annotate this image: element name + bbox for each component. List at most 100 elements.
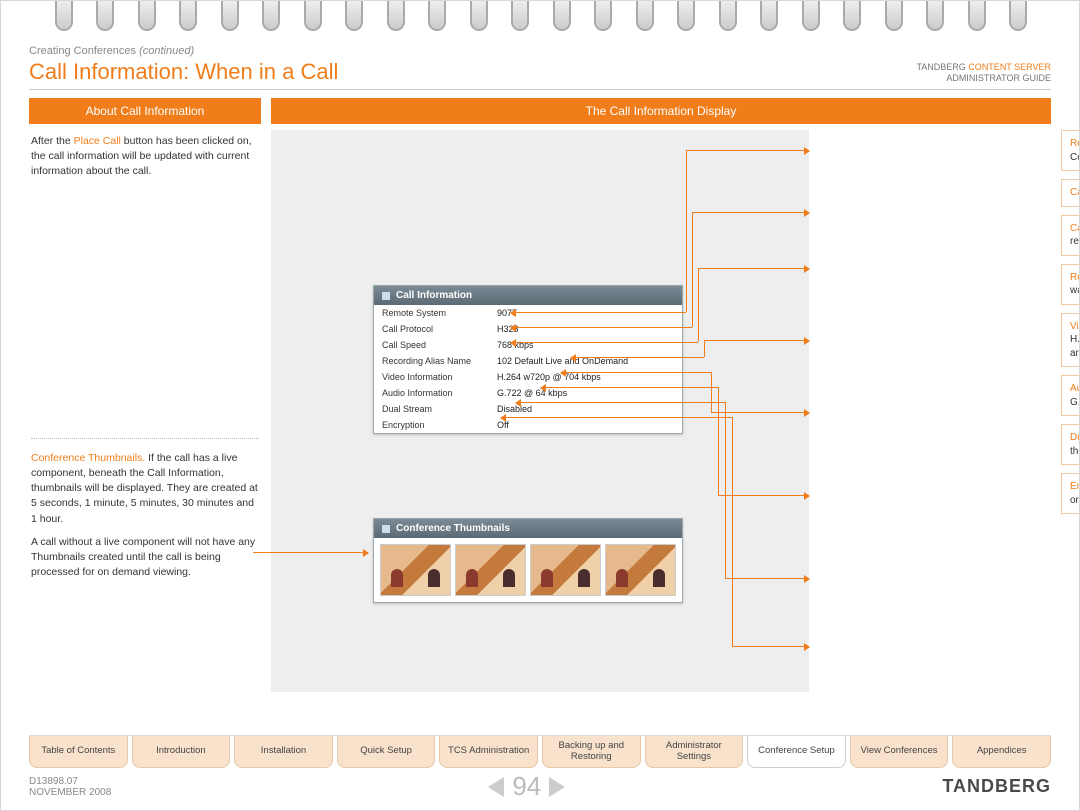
call-info-label: Audio Information (374, 385, 489, 401)
brand-logo: TANDBERG (942, 776, 1051, 797)
nav-tab[interactable]: Backing up and Restoring (542, 736, 641, 768)
panel-icon (382, 525, 390, 533)
connector-line (501, 417, 732, 418)
connector-line (686, 150, 687, 312)
callout-label: Encryption Information. (1070, 481, 1080, 492)
breadcrumb-section: Creating Conferences (29, 45, 136, 57)
content-area: Creating Conferences (continued) Call In… (29, 45, 1051, 692)
connector-line (711, 372, 712, 412)
nav-tab[interactable]: View Conferences (850, 736, 949, 768)
page-title: Call Information: When in a Call (29, 59, 338, 85)
nav-tab[interactable]: Introduction (132, 736, 231, 768)
callout: Call Protocol. SIP or H.323 (1061, 179, 1080, 207)
call-info-row: Remote System9077 (374, 305, 682, 321)
callout-label: Video Information. (1070, 321, 1080, 332)
spiral-binding (1, 1, 1080, 41)
callout-label: Dual Stream Information. (1070, 432, 1080, 443)
callout: Audio Information. Displays the protocol… (1061, 375, 1080, 416)
connector-line (732, 417, 733, 646)
call-info-label: Encryption (374, 417, 489, 433)
connector-line (704, 340, 705, 357)
next-page-icon[interactable] (549, 777, 565, 797)
left-header: About Call Information (29, 98, 261, 124)
connector-line (253, 552, 368, 553)
callout-label: Recording Alias Name. (1070, 272, 1080, 283)
thumbnails-panel: Conference Thumbnails (373, 518, 683, 603)
call-info-title: Call Information (396, 290, 472, 301)
nav-tab[interactable]: Installation (234, 736, 333, 768)
call-info-row: Recording Alias Name102 Default Live and… (374, 353, 682, 369)
call-info-label: Dual Stream (374, 401, 489, 417)
footer-left: D13898.07 NOVEMBER 2008 (29, 776, 111, 798)
connector-line (692, 212, 693, 327)
call-info-value: 9077 (489, 305, 682, 321)
right-header: The Call Information Display (271, 98, 1051, 124)
title-bar: Call Information: When in a Call TANDBER… (29, 59, 1051, 90)
prev-page-icon[interactable] (488, 777, 504, 797)
callout: Video Information. Displays the protocol… (1061, 313, 1080, 368)
callout-label: Call Speed (kbps). (1070, 223, 1080, 234)
connector-line (725, 578, 809, 579)
call-info-label: Remote System (374, 305, 489, 321)
nav-tab[interactable]: TCS Administration (439, 736, 538, 768)
callout: Recording Alias Name. The recording alia… (1061, 264, 1080, 305)
place-call-link[interactable]: Place Call (74, 135, 121, 147)
call-info-row: Call Speed768 kbps (374, 337, 682, 353)
connector-line (511, 312, 686, 313)
call-info-label: Call Speed (374, 337, 489, 353)
right-column: The Call Information Display Call Inform… (271, 98, 1051, 692)
left-column: About Call Information After the Place C… (29, 98, 261, 692)
nav-tab[interactable]: Table of Contents (29, 736, 128, 768)
page-number: 94 (512, 771, 541, 802)
connector-line (692, 212, 809, 213)
connector-line (511, 327, 692, 328)
call-info-label: Recording Alias Name (374, 353, 489, 369)
doc-date: NOVEMBER 2008 (29, 787, 111, 798)
meta-guide: ADMINISTRATOR GUIDE (916, 73, 1051, 85)
doc-meta: TANDBERG CONTENT SERVER ADMINISTRATOR GU… (916, 62, 1051, 85)
panel-icon (382, 292, 390, 300)
callout-label: Remote System. (1070, 138, 1080, 149)
connector-line (686, 150, 809, 151)
thumbnail (530, 544, 601, 596)
columns: About Call Information After the Place C… (29, 98, 1051, 692)
callout-label: Audio Information. (1070, 383, 1080, 394)
thumbnails-body (374, 538, 682, 602)
connector-line (698, 268, 699, 342)
thumbnails-header: Conference Thumbnails (374, 519, 682, 538)
nav-tab[interactable]: Appendices (952, 736, 1051, 768)
call-info-panel: Call Information Remote System9077Call P… (373, 285, 683, 434)
doc-number: D13898.07 (29, 776, 111, 787)
callout: Remote System. The endpoint or device th… (1061, 130, 1080, 171)
connector-line (541, 387, 718, 388)
breadcrumb: Creating Conferences (continued) (29, 45, 1051, 57)
left-body: After the Place Call button has been cli… (29, 124, 261, 580)
connector-line (516, 402, 725, 403)
nav-tab[interactable]: Administrator Settings (645, 736, 744, 768)
conf-thumb-label: Conference Thumbnails. (31, 452, 145, 464)
meta-brand: TANDBERG (916, 62, 968, 72)
nav-tab[interactable]: Quick Setup (337, 736, 436, 768)
page-footer: D13898.07 NOVEMBER 2008 94 TANDBERG (29, 771, 1051, 802)
callout: Call Speed (kbps). The call speed for th… (1061, 215, 1080, 256)
call-info-value: Off (489, 417, 682, 433)
call-info-panel-header: Call Information (374, 286, 682, 305)
callout: Dual Stream Information. Displays the st… (1061, 424, 1080, 465)
nav-tabs: Table of ContentsIntroductionInstallatio… (29, 735, 1051, 768)
nav-tab[interactable]: Conference Setup (747, 736, 846, 768)
connector-line (561, 372, 711, 373)
call-info-label: Video Information (374, 369, 489, 385)
call-info-label: Call Protocol (374, 321, 489, 337)
thumbnail (605, 544, 676, 596)
pager: 94 (488, 771, 565, 802)
thumbnail (455, 544, 526, 596)
call-info-value: 102 Default Live and OnDemand (489, 353, 682, 369)
call-info-value: H323 (489, 321, 682, 337)
call-info-row: EncryptionOff (374, 417, 682, 433)
callout: Encryption Information. Displays the sta… (1061, 473, 1080, 514)
connector-line (704, 340, 809, 341)
diagram-area: Call Information Remote System9077Call P… (271, 130, 809, 692)
connector-line (732, 646, 809, 647)
thumbnails-title: Conference Thumbnails (396, 523, 510, 534)
p1-before: After the (31, 135, 74, 147)
